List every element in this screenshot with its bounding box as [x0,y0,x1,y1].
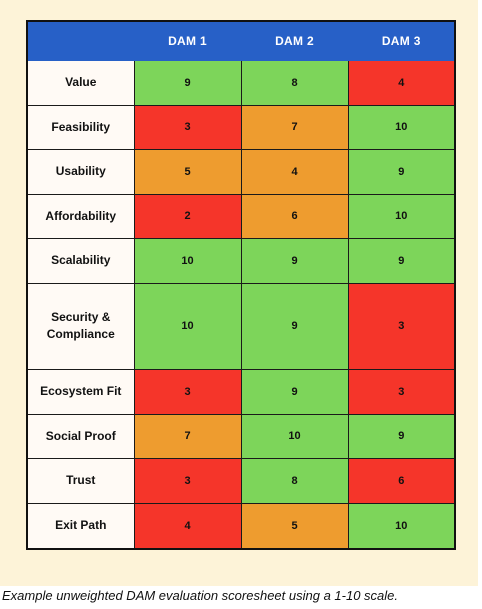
table-row: Affordability 2 6 10 [26,193,456,240]
table-row: Trust 3 8 6 [26,458,456,504]
scoresheet-frame: DAM 1 DAM 2 DAM 3 Value 9 8 4 Feasibilit… [0,0,478,586]
table-row: Value 9 8 4 [26,60,456,106]
row-label: Social Proof [26,413,135,460]
score-cell: 7 [133,413,242,460]
row-label: Usability [26,149,135,195]
table-row: Security & Compliance 10 9 3 [26,282,456,371]
score-cell: 6 [347,458,456,504]
row-label: Feasibility [26,104,135,151]
table-row: Usability 5 4 9 [26,149,456,195]
table-row: Exit Path 4 5 10 [26,502,456,550]
row-label: Scalability [26,238,135,284]
table-row: Ecosystem Fit 3 9 3 [26,369,456,415]
score-cell: 5 [133,149,242,195]
row-label: Affordability [26,193,135,240]
score-cell: 10 [347,502,456,550]
score-cell: 10 [347,104,456,151]
score-cell: 3 [133,369,242,415]
column-header-dam-1: DAM 1 [133,20,242,61]
column-header-dam-2: DAM 2 [240,20,349,61]
score-cell: 3 [133,458,242,504]
score-cell: 10 [347,193,456,240]
score-cell: 8 [240,458,349,504]
score-cell: 10 [133,282,242,371]
score-cell: 7 [240,104,349,151]
score-cell: 9 [240,369,349,415]
row-label: Ecosystem Fit [26,369,135,415]
score-cell: 10 [133,238,242,284]
row-label: Exit Path [26,502,135,550]
row-label: Trust [26,458,135,504]
score-cell: 9 [133,60,242,106]
score-cell: 8 [240,60,349,106]
score-cell: 3 [133,104,242,151]
score-cell: 9 [240,238,349,284]
score-cell: 4 [347,60,456,106]
table-row: Feasibility 3 7 10 [26,104,456,151]
score-cell: 9 [347,149,456,195]
score-cell: 9 [240,282,349,371]
score-cell: 6 [240,193,349,240]
column-header-dam-3: DAM 3 [347,20,456,61]
table-row: Scalability 10 9 9 [26,238,456,284]
score-cell: 5 [240,502,349,550]
score-cell: 3 [347,282,456,371]
score-cell: 10 [240,413,349,460]
table-row: Social Proof 7 10 9 [26,413,456,460]
row-label: Value [26,60,135,106]
score-cell: 9 [347,238,456,284]
score-cell: 9 [347,413,456,460]
score-cell: 3 [347,369,456,415]
figure-caption: Example unweighted DAM evaluation scores… [2,588,399,603]
corner-cell [26,20,135,61]
score-cell: 4 [133,502,242,550]
score-cell: 4 [240,149,349,195]
dam-scoresheet-table: DAM 1 DAM 2 DAM 3 Value 9 8 4 Feasibilit… [26,20,456,550]
header-row: DAM 1 DAM 2 DAM 3 [26,20,456,61]
row-label: Security & Compliance [26,282,135,371]
score-cell: 2 [133,193,242,240]
